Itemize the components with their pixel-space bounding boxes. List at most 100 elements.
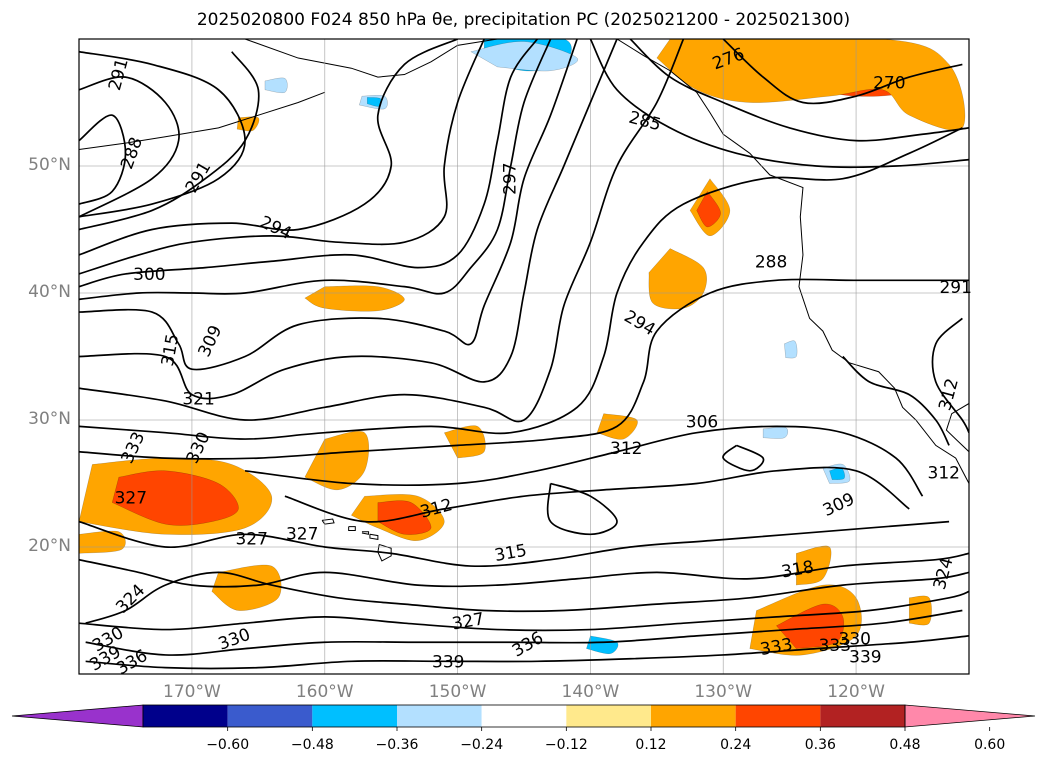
precip-patch-3: [696, 191, 721, 228]
contour-label-17: 312: [610, 439, 642, 459]
precip-patch-29: [762, 426, 789, 439]
colorbar-bin-7: [651, 705, 736, 727]
contour-line-6: [79, 39, 538, 288]
contour-line-25: [842, 355, 950, 446]
lon-label-3: 140°W: [561, 682, 620, 702]
colorbar-bin-6: [566, 705, 651, 727]
precip-patch-17: [79, 530, 126, 554]
map-plot: 2912882912942972762702852882913003093152…: [78, 38, 972, 679]
coastline-6: [361, 531, 370, 535]
contour-line-13: [244, 425, 924, 497]
contour-line-22: [629, 39, 969, 142]
contour-label-38: 339: [432, 653, 464, 673]
colorbar-tick-1: −0.48: [290, 737, 334, 753]
contour-label-40: 339: [849, 647, 881, 667]
colorbar-tick-9: 0.60: [974, 737, 1006, 753]
precip-patch-1: [656, 39, 966, 131]
lon-label-4: 130°W: [694, 682, 753, 702]
contour-line-19: [85, 609, 963, 656]
precip-patch-5: [304, 285, 405, 312]
precip-patch-13: [796, 545, 832, 586]
colorbar-tick-5: 0.12: [635, 737, 667, 753]
precipitation-shading: [79, 39, 966, 656]
colorbar-bin-9: [820, 705, 905, 727]
lat-label-2: 30°N: [28, 409, 71, 429]
colorbar-tick-6: 0.24: [720, 737, 752, 753]
coastline-8: [377, 543, 392, 562]
contour-line-0: [79, 76, 180, 218]
lat-label-1: 40°N: [28, 282, 71, 302]
colorbar-extend-high: [904, 704, 1036, 728]
contour-line-26: [722, 444, 765, 472]
contour-label-8: 288: [755, 253, 787, 273]
precip-patch-15: [776, 603, 844, 649]
colorbar-tick-7: 0.36: [804, 737, 836, 753]
contour-line-1: [79, 114, 127, 205]
contour-line-11: [79, 127, 963, 440]
lat-label-3: 20°N: [28, 536, 71, 556]
contour-line-12: [79, 278, 969, 460]
colorbar-tick-2: −0.36: [375, 737, 419, 753]
precip-patch-4: [648, 248, 707, 310]
colorbar-extend-low: [11, 704, 144, 728]
contour-label-21: 327: [115, 489, 147, 509]
contour-line-15: [79, 520, 950, 568]
contour-label-20: 312: [928, 463, 960, 483]
contour-label-16: 306: [686, 413, 718, 433]
lon-label-0: 170°W: [163, 682, 221, 702]
precip-patch-24: [264, 77, 288, 94]
lon-label-1: 160°W: [295, 682, 354, 702]
contour-line-10: [79, 39, 685, 423]
colorbar-tick-8: 0.48: [889, 737, 921, 753]
contour-label-10: 300: [133, 265, 165, 285]
precip-patch-27: [586, 635, 619, 654]
contour-label-14: 321: [182, 390, 214, 410]
coastline-5: [348, 526, 356, 531]
colorbar-bin-1: [143, 705, 228, 727]
contour-label-39: 333: [819, 636, 851, 656]
precip-patch-21: [470, 41, 579, 72]
contour-line-9: [79, 39, 618, 400]
colorbar-tick-0: −0.60: [206, 737, 250, 753]
contour-line-8: [79, 39, 578, 371]
colorbar-tick-3: −0.24: [460, 737, 504, 753]
lon-label-5: 120°W: [827, 682, 885, 702]
colorbar-bin-5: [481, 705, 567, 727]
contour-label-6: 270: [873, 73, 905, 93]
precip-patch-8: [304, 431, 369, 491]
colorbar-tick-4: −0.12: [544, 737, 588, 753]
contour-line-27: [546, 482, 618, 536]
precip-patch-7: [111, 470, 239, 526]
map-title: 2025020800 F024 850 hPa θe, precipitatio…: [196, 10, 851, 30]
contour-line-3: [79, 51, 260, 231]
contour-line-20: [85, 635, 969, 670]
precip-patch-11: [443, 425, 486, 459]
contour-label-25: 327: [286, 524, 318, 544]
map-frame: [78, 38, 970, 675]
contour-line-24: [931, 317, 969, 434]
contour-line-7: [79, 39, 552, 301]
precip-patch-26: [829, 467, 845, 480]
contour-line-18: [79, 590, 969, 632]
lon-label-2: 150°W: [428, 682, 487, 702]
contour-line-4: [79, 39, 458, 256]
contour-line-14: [284, 466, 910, 523]
contour-line-5: [79, 39, 485, 275]
coastline-7: [369, 533, 379, 540]
lat-label-0: 50°N: [28, 155, 71, 175]
contour-label-9: 291: [939, 278, 971, 298]
theta-e-contours: [79, 39, 969, 670]
precip-patch-16: [211, 564, 282, 611]
colorbar-frame: [142, 704, 906, 728]
coastline-0: [244, 39, 498, 78]
contour-line-17: [85, 571, 969, 625]
contour-label-4: 297: [501, 162, 521, 194]
coastline-2: [616, 39, 969, 484]
precip-patch-28: [784, 340, 798, 359]
colorbar-bin-3: [312, 705, 397, 727]
contour-line-23: [589, 39, 969, 169]
contour-label-35: 330: [839, 630, 871, 650]
coastline-3: [945, 403, 969, 453]
colorbar-bin-8: [735, 705, 821, 727]
